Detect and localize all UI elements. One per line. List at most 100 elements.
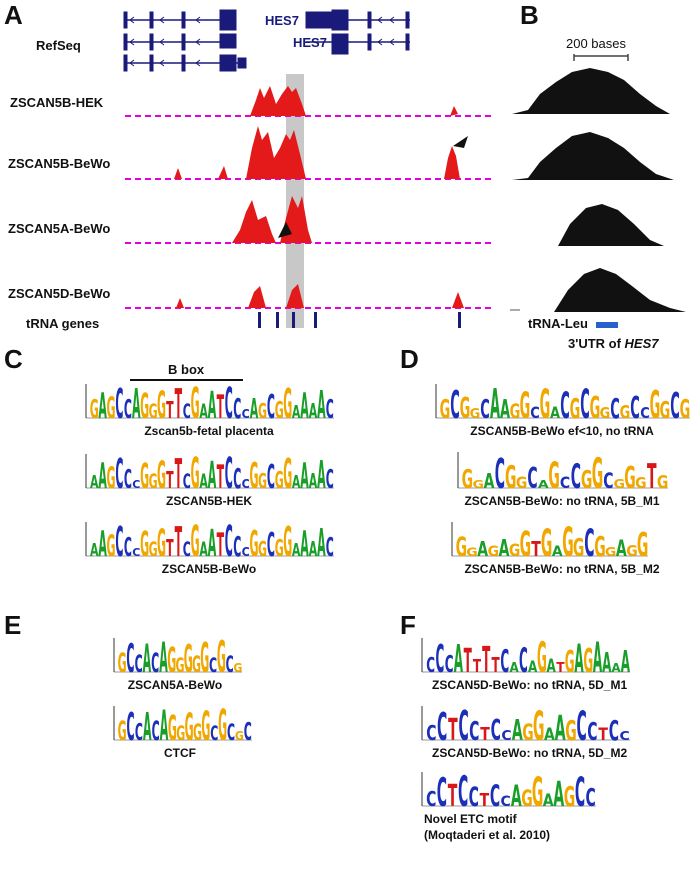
logo-letter: G — [185, 706, 194, 744]
logo-letter: C — [242, 544, 250, 559]
logo-letter: A — [208, 523, 217, 560]
logo-letter: A — [317, 453, 326, 492]
logo-letter: T — [217, 527, 225, 560]
logo-letter: A — [555, 710, 566, 744]
logo-letter: G — [118, 647, 127, 676]
panel-label-d: D — [400, 344, 419, 374]
trna-leu-label: tRNA-Leu — [528, 316, 588, 331]
logo-letter: C — [227, 721, 235, 744]
logo-letter: C — [501, 794, 511, 810]
logo-letter: C — [560, 473, 570, 492]
logo-letter: C — [326, 463, 334, 492]
logo-letter: C — [670, 386, 680, 422]
logo-caption-d2: ZSCAN5B-BeWo: no tRNA, 5B_M1 — [464, 494, 660, 508]
logo-letter: A — [499, 534, 510, 560]
logo-letter: G — [107, 463, 116, 492]
logo-letter: T — [647, 458, 657, 492]
logo-letter: C — [527, 463, 537, 492]
logo-letter: A — [547, 654, 557, 676]
logo-letter: G — [283, 520, 292, 560]
logo-letter: C — [226, 653, 234, 676]
logo-letter: C — [209, 654, 217, 676]
logo-letter: C — [267, 387, 275, 422]
logo-letter: G — [258, 469, 267, 492]
logo-letter: A — [490, 382, 500, 422]
logo-letter: A — [309, 469, 318, 492]
logo-letter: A — [484, 470, 495, 492]
logo-letter: G — [140, 457, 149, 492]
logo-letter: G — [140, 525, 149, 560]
logo-letter: G — [509, 541, 520, 560]
logo-letter: A — [611, 661, 621, 675]
logo-letter: A — [528, 658, 537, 676]
arrowhead-track-3 — [278, 222, 292, 238]
logo-letter: G — [460, 392, 471, 422]
logo-letter: C — [115, 520, 123, 560]
logo-letter: A — [300, 524, 309, 560]
panel-label-a: A — [4, 0, 23, 30]
logo-letter: G — [581, 465, 592, 492]
panel-label-c: C — [4, 344, 23, 374]
logo-letter: G — [637, 526, 648, 560]
logo-letter: G — [250, 456, 259, 492]
gene-label-hes7-top: HES7 — [265, 13, 299, 28]
logo-letter: A — [199, 400, 208, 422]
logo-letter: C — [575, 770, 585, 810]
logo-letter: T — [482, 640, 490, 676]
logo-letter: G — [233, 660, 242, 675]
logo-letter: C — [210, 722, 218, 744]
panel-label-e: E — [4, 610, 22, 640]
logo-caption-d3: ZSCAN5B-BeWo: no tRNA, 5B_M2 — [464, 562, 660, 576]
logo-letter: A — [477, 538, 488, 560]
logo-letter: G — [90, 393, 99, 422]
logo-caption-f1: ZSCAN5D-BeWo: no tRNA, 5D_M1 — [432, 678, 628, 692]
peak-track-1b — [450, 106, 458, 116]
logo-letter: T — [166, 398, 174, 422]
logo-letter: G — [118, 715, 127, 744]
track-label-4: ZSCAN5D-BeWo — [8, 286, 111, 301]
logo-letter: C — [480, 394, 490, 422]
logo-letter: C — [244, 717, 252, 744]
logo-letter: C — [577, 704, 587, 744]
logo-letter: C — [151, 647, 159, 676]
logo-letter: G — [532, 770, 543, 810]
logo-letter: G — [680, 394, 690, 422]
gene-strand-arrows — [129, 16, 395, 67]
logo-letter: C — [437, 770, 447, 810]
logo-letter: C — [267, 525, 275, 560]
logo-letter: C — [132, 546, 140, 559]
logo-letter: G — [473, 478, 484, 491]
logo-letter: G — [191, 520, 200, 560]
logo-letter: C — [500, 643, 509, 676]
logo-letter: G — [635, 476, 646, 492]
logo-letter: A — [602, 646, 612, 676]
logo-letter: T — [217, 389, 225, 422]
bbox-bar — [130, 379, 243, 381]
logo-letter: C — [225, 382, 233, 422]
logo-letter: A — [621, 646, 630, 676]
logo-letter: A — [538, 478, 549, 491]
logo-letter: C — [609, 716, 619, 744]
logo-letter: G — [605, 546, 617, 560]
logo-letter: C — [426, 722, 436, 744]
logo-letter: A — [509, 660, 518, 676]
logo-letter: C — [640, 405, 650, 422]
logo-letter: A — [317, 383, 326, 422]
logo-letter: A — [616, 537, 627, 560]
logo-letter: G — [167, 641, 176, 676]
logo-letter: A — [317, 521, 326, 560]
logo-letter: A — [309, 399, 318, 422]
utr-label-text: 3'UTR of — [568, 336, 625, 351]
logo-letter: C — [183, 400, 191, 422]
logo-caption-c2: ZSCAN5B-HEK — [165, 494, 252, 508]
arrowhead-track-2 — [453, 136, 468, 148]
peak-track-2a — [174, 166, 228, 179]
logo-letter: A — [160, 704, 169, 744]
logo-letter: G — [541, 522, 552, 560]
logo-letter: C — [495, 452, 505, 492]
logo-letter: G — [192, 653, 201, 676]
